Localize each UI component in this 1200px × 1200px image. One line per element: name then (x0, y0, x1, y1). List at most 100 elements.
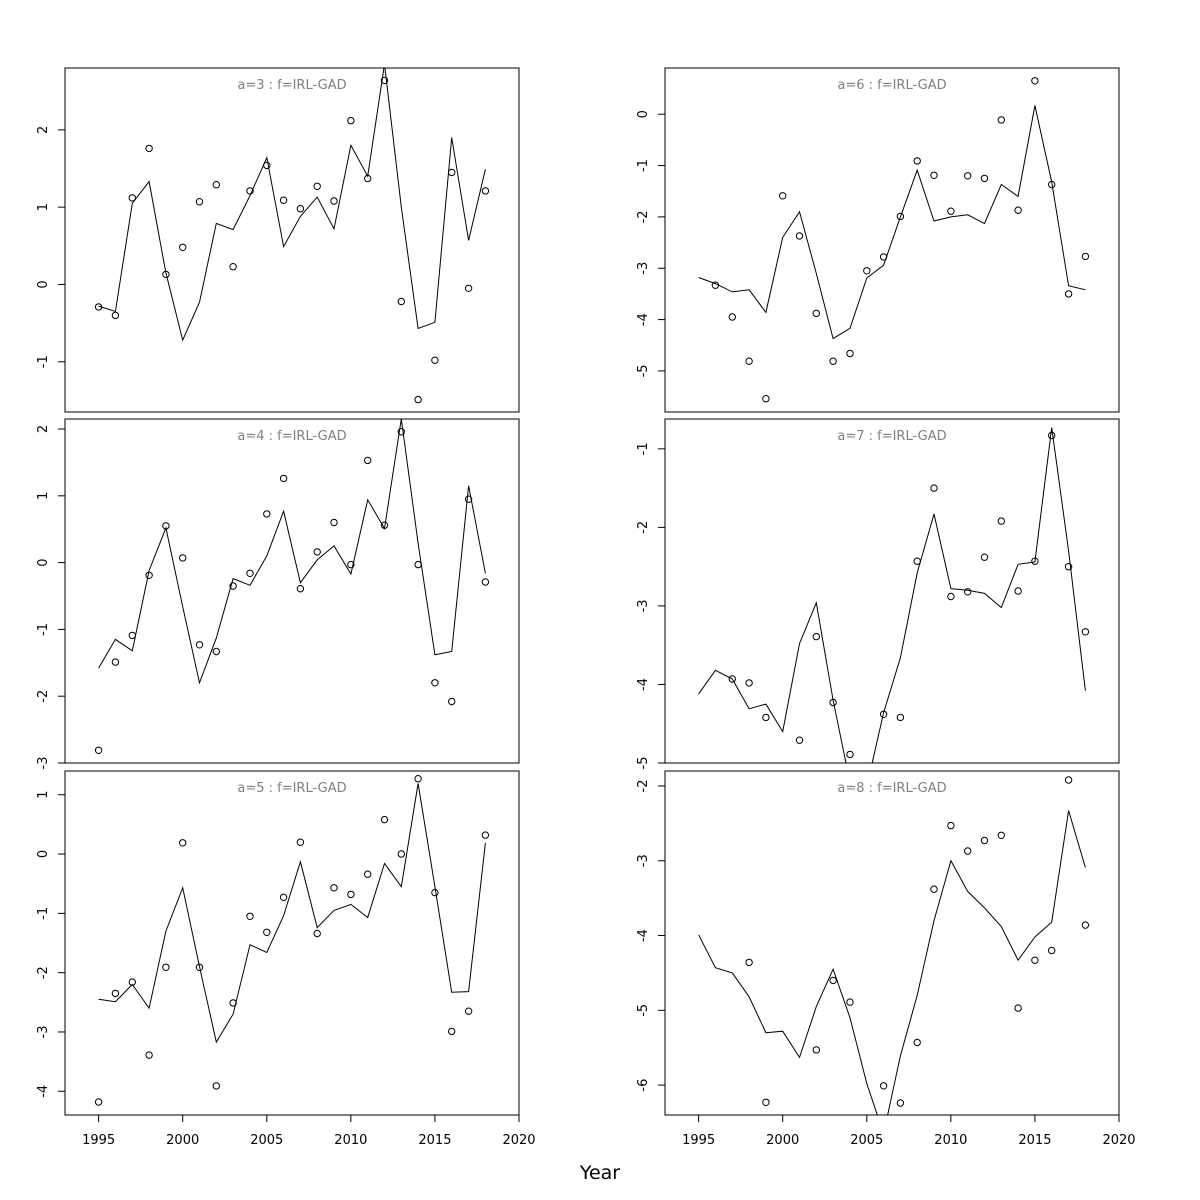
observed-point (997, 116, 1005, 124)
observed-point (947, 821, 955, 830)
observed-point (431, 679, 439, 687)
observed-point (980, 553, 989, 561)
observed-point (1014, 206, 1022, 214)
x-tick-label: 2010 (934, 1133, 967, 1148)
observed-point (896, 1099, 905, 1107)
x-tick-label: 2015 (418, 1133, 451, 1148)
figure-x-axis-label: Year (579, 1162, 620, 1184)
observed-point (279, 893, 288, 901)
fitted-series-line (98, 419, 486, 685)
observed-point (296, 585, 305, 593)
observed-point (846, 998, 854, 1006)
observed-point (279, 196, 288, 204)
fitted-series-line (98, 783, 486, 1044)
observed-point (1031, 557, 1039, 565)
observed-point (263, 161, 271, 170)
y-tick-label: -3 (636, 854, 651, 867)
observed-point (128, 631, 137, 640)
observed-point (179, 554, 187, 562)
y-tick-label: -2 (36, 690, 51, 703)
observed-point (448, 1027, 456, 1036)
observed-point (431, 888, 439, 897)
observed-point (397, 428, 405, 436)
observed-point (795, 736, 804, 744)
panel-2: a=4 : f=IRL-GAD -3 -2 -1 0 1 2 (36, 418, 520, 770)
observed-point (94, 746, 103, 754)
observed-point (195, 198, 204, 206)
observed-point (829, 698, 837, 707)
observed-point (246, 569, 254, 577)
observed-point (448, 697, 456, 706)
observed-point (431, 356, 439, 364)
observed-point (1031, 77, 1039, 85)
y-tick-label: -4 (636, 313, 651, 326)
observed-point (313, 929, 321, 938)
observed-point (212, 181, 221, 189)
y-tick-label: -1 (36, 355, 51, 368)
observed-point (414, 560, 422, 569)
fitted-series-line (98, 68, 486, 342)
observed-point (380, 815, 389, 824)
panel-title: a=7 : f=IRL-GAD (837, 429, 946, 444)
y-tick-label: 2 (36, 425, 51, 433)
x-tick-label: 2000 (166, 1133, 199, 1148)
x-tick-label: 2020 (502, 1133, 535, 1148)
panel-title: a=3 : f=IRL-GAD (237, 78, 346, 93)
observed-point (846, 750, 854, 759)
observed-point (128, 978, 137, 986)
observed-point (263, 510, 271, 518)
observed-point (745, 679, 753, 687)
y-tick-label: 1 (36, 203, 51, 211)
observed-point (330, 197, 338, 205)
observed-point (464, 495, 473, 503)
observed-point (145, 144, 153, 153)
y-tick-label: -5 (636, 364, 651, 377)
observed-point (212, 647, 221, 656)
observed-point (162, 270, 170, 279)
panel-1: a=3 : f=IRL-GAD -1 0 1 2 (36, 67, 520, 413)
observed-point (1081, 252, 1090, 261)
observed-point (913, 1038, 921, 1047)
panel-title: a=4 : f=IRL-GAD (237, 429, 346, 444)
observed-point (229, 999, 237, 1007)
y-tick-label: -5 (636, 757, 651, 770)
observed-point (997, 831, 1005, 839)
y-tick-label: -2 (636, 521, 651, 534)
observed-point (1031, 956, 1039, 964)
observed-point (795, 232, 804, 240)
observed-point (397, 850, 405, 858)
observed-point (896, 713, 905, 722)
observed-point (930, 885, 938, 893)
observed-point (980, 836, 989, 845)
observed-point (364, 174, 372, 183)
observed-point (762, 1098, 770, 1107)
observed-point (1081, 628, 1090, 636)
observed-point (829, 357, 837, 365)
observed-point (913, 557, 921, 565)
y-tick-label: -3 (36, 1025, 51, 1038)
observed-point (179, 243, 187, 252)
observed-point (347, 560, 355, 569)
y-tick-label: -3 (36, 757, 51, 770)
fitted-series-line (698, 427, 1086, 763)
observed-point (846, 349, 854, 358)
observed-point (279, 474, 288, 483)
observed-point (111, 658, 120, 666)
y-tick-label: -4 (636, 929, 651, 942)
observed-point (330, 518, 338, 527)
panel-6: a=8 : f=IRL-GAD -6 -5 -4 -3 -2 1995 2000 2005 201… (636, 770, 1136, 1148)
observed-point (296, 838, 305, 846)
observed-point (94, 303, 103, 311)
observed-point (464, 284, 473, 292)
panel-title: a=6 : f=IRL-GAD (837, 78, 946, 93)
observed-point (397, 297, 405, 306)
observed-point (481, 578, 490, 586)
observed-point (964, 588, 972, 596)
observed-point (145, 1051, 153, 1059)
x-tick-label: 2005 (250, 1133, 283, 1148)
x-tick-label: 1995 (682, 1133, 715, 1148)
y-tick-label: -3 (636, 262, 651, 275)
observed-point (745, 357, 753, 365)
observed-point (229, 263, 237, 271)
